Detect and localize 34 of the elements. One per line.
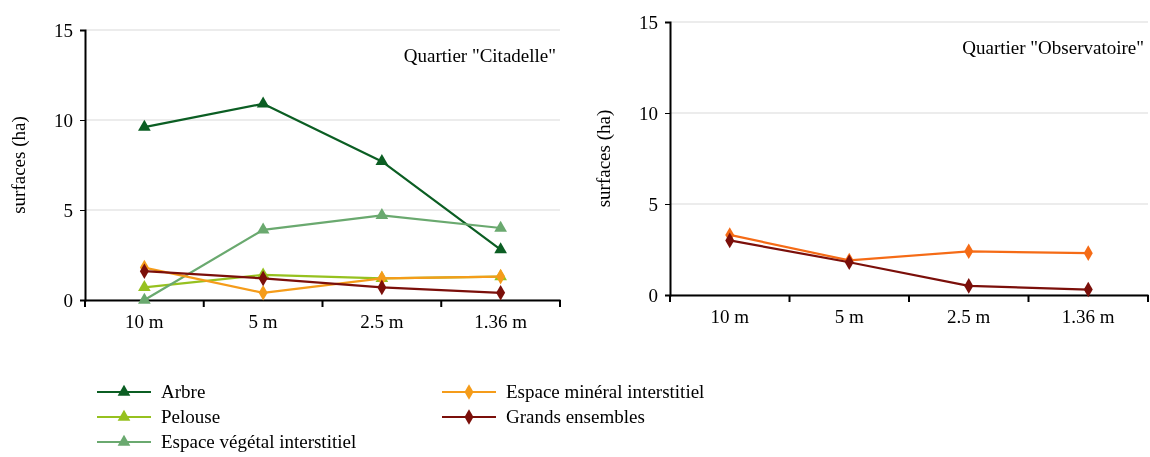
point xyxy=(138,280,151,292)
point xyxy=(138,292,151,304)
x-tick-label: 2.5 m xyxy=(360,310,404,332)
point xyxy=(256,222,270,234)
point xyxy=(256,96,270,108)
legend-label: Espace minéral interstitiel xyxy=(506,381,705,402)
legend-label: Grands ensembles xyxy=(506,406,645,427)
y-tick-label: 5 xyxy=(63,199,73,221)
legend-label: Arbre xyxy=(161,381,206,402)
legend-label: Espace végétal interstitiel xyxy=(161,431,357,452)
y-tick-label: 15 xyxy=(639,11,658,33)
legend-label: Pelouse xyxy=(161,406,221,427)
point xyxy=(494,242,507,254)
x-tick-label: 1.36 m xyxy=(1061,305,1115,327)
x-tick-label: 2.5 m xyxy=(947,305,991,327)
y-tick-label: 0 xyxy=(63,289,73,311)
y-axis-title: surfaces (ha) xyxy=(593,109,615,208)
y-tick-label: 10 xyxy=(54,109,73,131)
x-tick-label: 5 m xyxy=(834,305,864,327)
x-tick-label: 10 m xyxy=(710,305,750,327)
y-tick-label: 15 xyxy=(54,19,73,41)
x-tick-label: 5 m xyxy=(248,310,278,332)
x-tick-label: 10 m xyxy=(125,310,164,332)
annotation: Quartier "Citadelle" xyxy=(403,45,556,66)
point xyxy=(494,220,507,232)
x-tick-label: 1.36 m xyxy=(474,310,528,332)
y-axis-title: surfaces (ha) xyxy=(8,116,30,214)
annotation: Quartier "Observatoire" xyxy=(962,37,1144,58)
y-tick-label: 10 xyxy=(639,102,658,124)
y-tick-label: 5 xyxy=(648,193,658,215)
point xyxy=(375,154,389,166)
point xyxy=(138,119,151,131)
y-tick-label: 0 xyxy=(648,284,658,306)
point xyxy=(375,208,389,220)
